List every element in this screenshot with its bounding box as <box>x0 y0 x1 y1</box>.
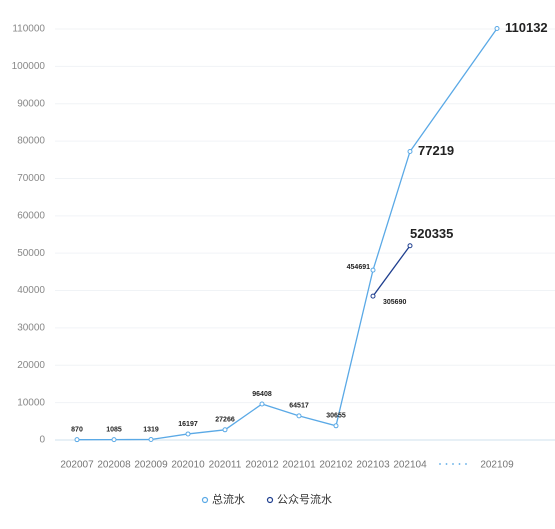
y-tick-label: 0 <box>39 435 45 446</box>
point <box>185 431 191 437</box>
data-label: 77219 <box>418 143 454 158</box>
axis-break-dot <box>445 463 448 465</box>
axis-break-dot <box>439 463 441 465</box>
axis-break-dot <box>458 463 461 465</box>
data-label: 1319 <box>143 426 159 433</box>
x-tick-label: 202007 <box>60 460 94 471</box>
point <box>111 437 117 443</box>
y-tick-label: 60000 <box>17 210 45 221</box>
point <box>333 423 339 429</box>
data-label: 305690 <box>383 299 406 306</box>
y-tick-label: 10000 <box>17 397 45 408</box>
data-label: 16197 <box>178 421 198 428</box>
y-tick-label: 70000 <box>17 173 45 184</box>
legend-marker <box>201 496 209 504</box>
point <box>74 437 80 443</box>
x-tick-label: 202109 <box>480 460 514 471</box>
data-label: 27266 <box>215 417 235 424</box>
point <box>494 26 500 32</box>
data-label: 870 <box>71 427 83 434</box>
series-line <box>372 245 411 297</box>
x-tick-label: 202008 <box>97 460 131 471</box>
y-tick-label: 80000 <box>17 136 45 147</box>
data-label: 1085 <box>106 426 122 433</box>
y-tick-label: 50000 <box>17 248 45 259</box>
x-tick-label: 202103 <box>356 460 390 471</box>
data-label: 30655 <box>326 413 346 420</box>
data-label: 520335 <box>410 226 453 241</box>
y-tick-label: 90000 <box>17 98 45 109</box>
legend-label: 公众号流水 <box>277 492 332 506</box>
x-tick-label: 202101 <box>282 460 316 471</box>
point <box>259 401 265 407</box>
x-tick-label: 202012 <box>245 460 279 471</box>
x-tick-label: 202104 <box>393 460 427 471</box>
point <box>370 267 376 273</box>
y-tick-label: 30000 <box>17 323 45 334</box>
y-tick-label: 100000 <box>12 61 46 72</box>
x-tick-label: 202011 <box>209 460 242 471</box>
legend-label: 总流水 <box>212 492 245 506</box>
data-label: 96408 <box>252 391 272 398</box>
x-tick-label: 202102 <box>319 460 353 471</box>
y-tick-label: 40000 <box>17 285 45 296</box>
point <box>148 437 154 443</box>
axis-break-dot <box>465 463 467 465</box>
x-tick-label: 202010 <box>171 460 205 471</box>
point <box>296 413 302 419</box>
y-tick-label: 20000 <box>17 360 45 371</box>
point <box>370 293 376 299</box>
data-label: 64517 <box>289 403 309 410</box>
point <box>407 148 413 154</box>
legend-marker <box>266 496 274 504</box>
data-label: 454691 <box>347 264 370 271</box>
y-tick-label: 110000 <box>12 24 45 35</box>
point <box>222 427 228 433</box>
data-label: 110132 <box>505 20 548 35</box>
point <box>407 243 413 249</box>
axis-break-dot <box>452 463 454 465</box>
x-tick-label: 202009 <box>134 460 168 471</box>
